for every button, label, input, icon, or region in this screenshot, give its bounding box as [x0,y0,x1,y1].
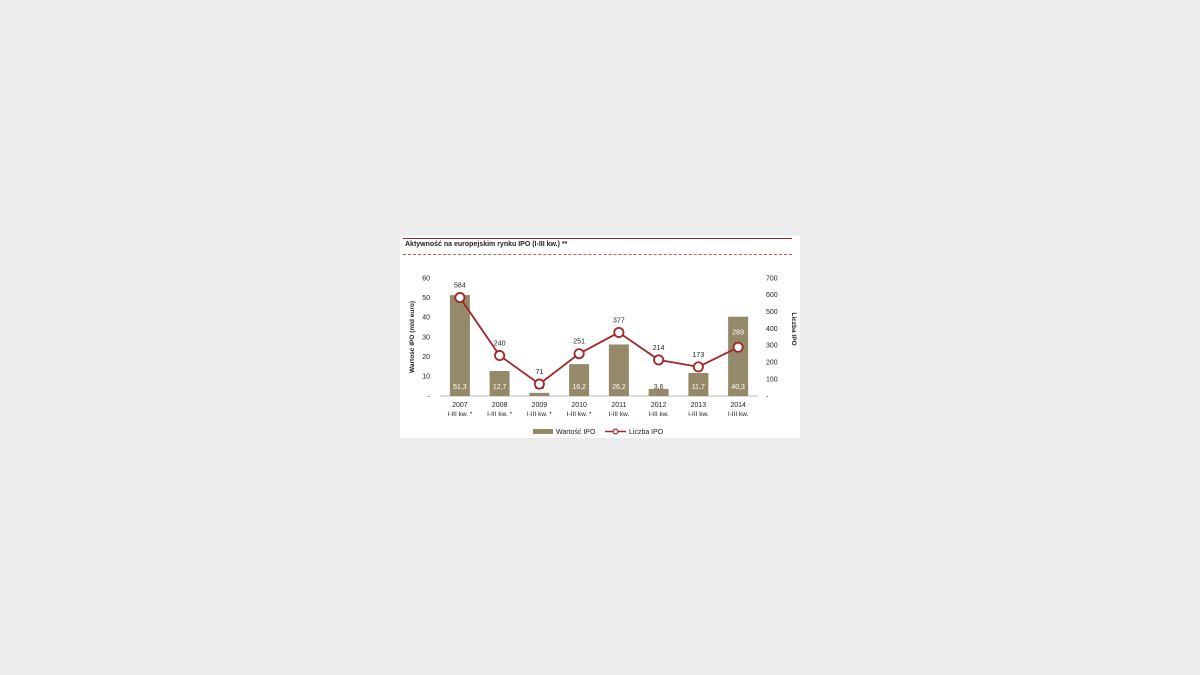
y2-tick-label: 300 [766,343,778,350]
bar-value-label: 16,2 [572,384,586,391]
x-tick-label-year: 2008 [492,402,508,409]
x-tick-label-year: 2010 [571,402,587,409]
x-tick-label-year: 2011 [611,402,626,409]
x-tick-label-year: 2013 [691,402,707,409]
bar-series [449,295,749,396]
y-axis-label: Wartość IPO (mld euro) [409,301,416,373]
series-line [459,297,739,386]
bar-value-label: 40,3 [731,384,745,391]
bar [529,392,550,396]
chart-title: Aktywność na europejskim rynku IPO (I-II… [405,241,568,248]
line-point [573,348,585,360]
line-value-label: 71 [535,369,543,376]
y2-tick-label: 100 [766,376,778,383]
y2-tick-label: - [766,393,769,400]
line-value-label: 240 [494,341,506,348]
x-tick-label-period: I-III kw. [688,411,709,418]
x-tick-label-period: I-III kw. [728,411,749,418]
bar-value-label: 11,7 [692,384,705,391]
chart-svg: - 10 20 30 40 50 60 - 100 200 300 400 500 600 700 War… [409,275,797,436]
bar [608,344,629,396]
x-tick-label-period: I-III kw. [648,411,669,418]
bar [688,372,709,396]
x-tick-label-period: I-III kw. * [567,411,592,418]
legend-line-marker [612,428,619,435]
line-value-label: 377 [613,317,625,324]
bar [728,316,749,396]
line-point [613,326,625,338]
y-tick-label: 50 [422,295,430,302]
legend-bar-label: Wartość IPO [556,429,596,436]
line-value-label: 251 [573,339,585,346]
legend-line-label: Liczba IPO [629,429,664,436]
y-tick-label: 60 [422,275,430,282]
x-tick-label-year: 2007 [452,402,468,409]
legend: Wartość IPO Liczba IPO [533,428,664,436]
line-point [732,341,744,353]
x-tick-label-period: I-III kw. * [527,411,552,418]
line-point [692,361,704,373]
bar [648,388,669,396]
line-point [454,292,466,304]
y2-tick-label: 600 [766,292,778,299]
bar [449,295,470,396]
line-series [454,292,744,390]
y-tick-label: 10 [422,374,430,381]
line-point [494,350,506,362]
bar-value-label: 51,3 [453,384,467,391]
line-value-label: 584 [454,283,466,290]
y-axis-ticks: - 10 20 30 40 50 60 [422,275,430,400]
x-tick-label-year: 2014 [730,402,746,409]
x-axis-labels: 2007 I-III kw. * 2008 I-III kw. * 2009 I-III … [447,402,748,418]
y2-tick-label: 700 [766,275,778,282]
bar-value-label: 3,6 [654,384,664,391]
y2-tick-label: 200 [766,360,778,367]
y2-tick-label: 500 [766,309,778,316]
chart-card: Aktywność na europejskim rynku IPO (I-II… [400,236,800,438]
y-tick-label: - [428,393,431,400]
line-data-labels: 584 240 71 251 377 214 173 289 [454,283,744,376]
y2-axis-label: Liczba IPO [790,312,797,345]
y-tick-label: 20 [422,354,430,361]
title-rule-bottom [403,254,792,255]
x-tick-label-period: I-III kw. [609,411,630,418]
x-tick-label-year: 2009 [532,402,548,409]
y-tick-label: 40 [422,315,430,322]
bar [489,371,510,396]
x-tick-label-year: 2012 [651,402,667,409]
y-tick-label: 30 [422,334,430,341]
bar-value-label: 26,2 [612,384,626,391]
line-point [653,354,665,366]
bar-data-labels: 51,312,71,616,226,23,611,740,3 [453,384,745,391]
y2-axis-ticks: - 100 200 300 400 500 600 700 [766,275,778,400]
title-rule-top [403,238,792,239]
x-tick-label-period: I-III kw. * [487,411,512,418]
x-tick-label-period: I-III kw. * [447,411,472,418]
line-value-label: 214 [653,345,665,352]
bar-value-label: 12,7 [493,384,507,391]
legend-bar-swatch [533,429,553,434]
y2-tick-label: 400 [766,326,778,333]
line-point [533,378,545,390]
line-value-label: 289 [732,329,744,336]
line-value-label: 173 [693,352,705,359]
bar [569,364,590,396]
